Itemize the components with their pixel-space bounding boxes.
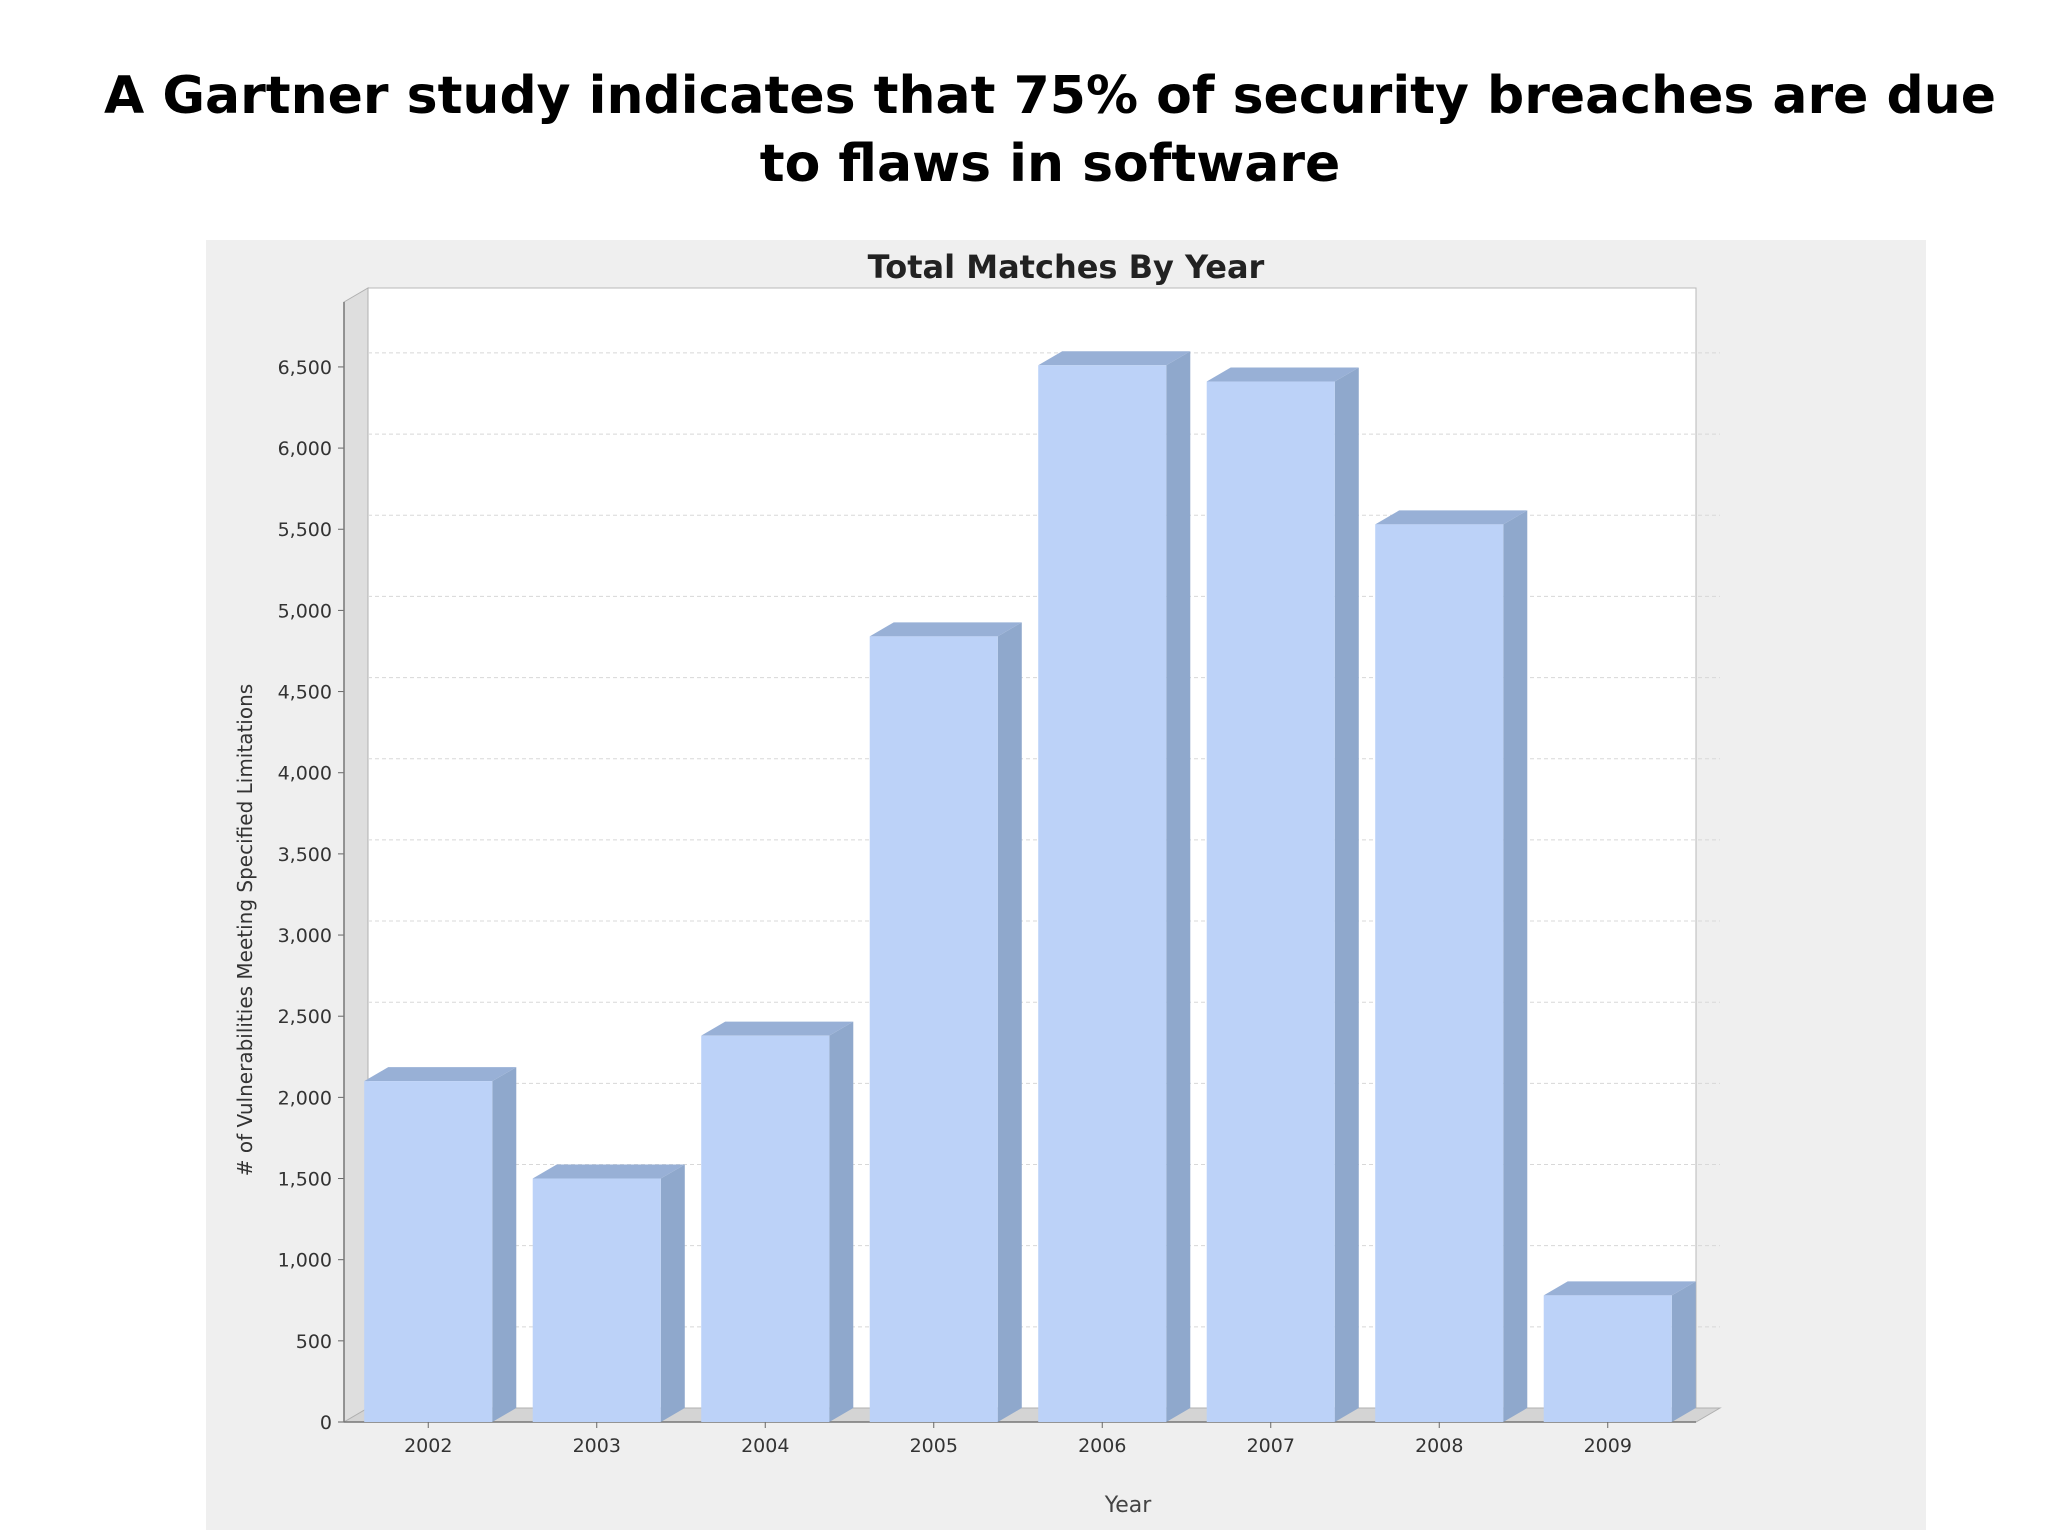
x-tick-label: 2004 [741, 1435, 789, 1457]
x-tick-label: 2006 [1078, 1435, 1126, 1457]
bar-side [1503, 510, 1528, 1422]
bar [1206, 381, 1335, 1422]
bar [701, 1035, 830, 1422]
bar-side [1334, 367, 1359, 1422]
slide-title: A Gartner study indicates that 75% of se… [103, 66, 1997, 194]
bar [1375, 524, 1504, 1422]
bar-top [701, 1021, 854, 1036]
bar-top [1038, 351, 1191, 366]
bar-top [1206, 367, 1359, 382]
x-tick-label: 2005 [910, 1435, 958, 1457]
y-tick-label: 4,500 [278, 682, 332, 704]
y-tick-label: 3,000 [278, 925, 332, 947]
x-tick-label: 2009 [1584, 1435, 1632, 1457]
bar-top [532, 1164, 685, 1179]
bar [532, 1178, 661, 1422]
y-tick-label: 500 [296, 1331, 332, 1353]
y-tick-label: 1,000 [278, 1250, 332, 1272]
bar-chart: Total Matches By Year 0 500 1,000 1,500 2,00… [233, 248, 1722, 1518]
chart-title: Total Matches By Year [868, 248, 1265, 286]
y-tick-label: 0 [320, 1412, 332, 1434]
x-tick-label: 2002 [404, 1435, 452, 1457]
y-tick-label: 2,000 [278, 1087, 332, 1109]
bar-side [997, 622, 1022, 1422]
x-tick-label: 2008 [1415, 1435, 1463, 1457]
y-tick-label: 1,500 [278, 1169, 332, 1191]
bar [364, 1081, 493, 1422]
bar-top [364, 1067, 517, 1082]
bar-side [660, 1164, 685, 1422]
x-tick-label: 2003 [573, 1435, 621, 1457]
bar [1038, 365, 1167, 1423]
bar-side [1166, 351, 1191, 1423]
y-tick-label: 4,000 [278, 763, 332, 785]
y-tick-label: 5,000 [278, 600, 332, 622]
bar-top [1543, 1281, 1696, 1296]
bar [869, 636, 998, 1422]
x-tick-label: 2007 [1247, 1435, 1295, 1457]
bar-side [1671, 1281, 1696, 1422]
bar-top [1375, 510, 1528, 525]
bar-top [869, 622, 1022, 637]
x-axis-label: Year [1104, 1493, 1153, 1518]
bar [1543, 1295, 1672, 1422]
y-tick-label: 6,000 [278, 438, 332, 460]
y-axis-label: # of Vulnerabilities Meeting Specified L… [233, 684, 257, 1176]
bar-side [829, 1021, 854, 1422]
y-tick-label: 2,500 [278, 1006, 332, 1028]
bar-side [492, 1067, 517, 1422]
y-tick-label: 6,500 [278, 357, 332, 379]
y-tick-label: 5,500 [278, 519, 332, 541]
y-tick-label: 3,500 [278, 844, 332, 866]
